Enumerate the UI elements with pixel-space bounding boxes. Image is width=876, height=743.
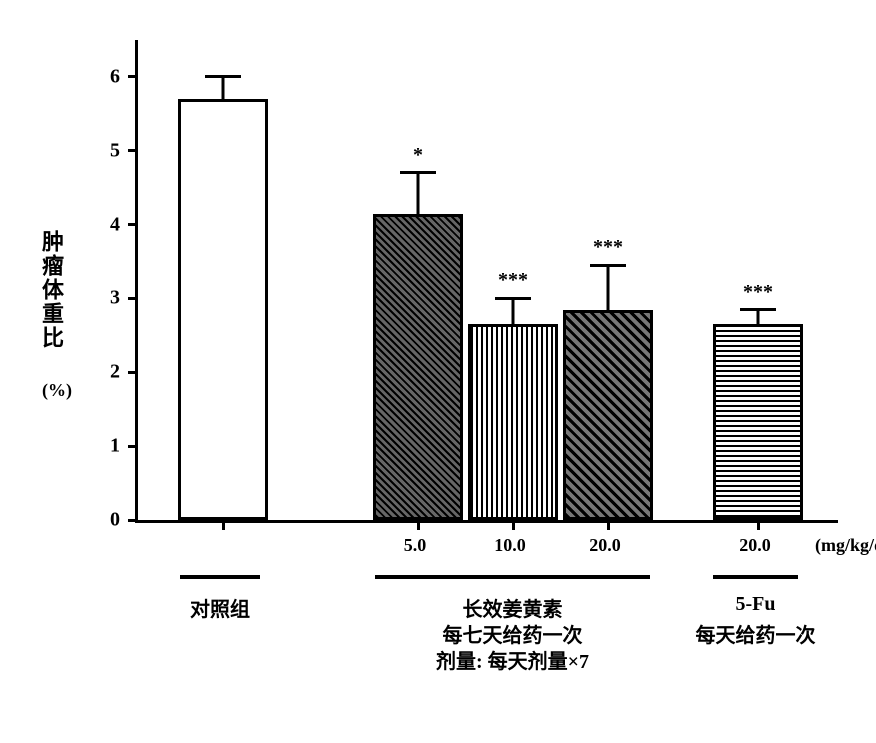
x-tick (607, 520, 610, 530)
bar (563, 310, 653, 520)
group-label: 5-Fu (736, 593, 776, 616)
x-axis-unit: (mg/kg/day) (815, 535, 876, 556)
bar (713, 324, 803, 520)
error-bar (757, 310, 760, 325)
error-bar (607, 265, 610, 309)
significance-label: *** (593, 236, 623, 259)
error-cap (740, 308, 776, 311)
error-bar (417, 173, 420, 214)
significance-label: * (413, 144, 423, 167)
significance-label: *** (743, 281, 773, 304)
error-cap (590, 264, 626, 267)
group-label: 每天给药一次 (696, 619, 816, 648)
dose-label: 20.0 (589, 535, 621, 556)
error-cap (495, 297, 531, 300)
y-tick-label: 5 (110, 139, 138, 162)
group-underline (713, 575, 798, 579)
group-label: 剂量: 每天剂量×7 (436, 645, 589, 674)
group-label: 长效姜黄素 (463, 593, 563, 622)
dose-label: 20.0 (739, 535, 771, 556)
x-tick (512, 520, 515, 530)
error-bar (222, 77, 225, 99)
y-tick-label: 3 (110, 287, 138, 310)
error-cap (205, 75, 241, 78)
group-label: 每七天给药一次 (443, 619, 583, 648)
y-tick-label: 6 (110, 65, 138, 88)
y-axis-label: 肿瘤体重比 (35, 230, 67, 350)
significance-label: *** (498, 269, 528, 292)
chart-container: 肿瘤体重比 (%) 0123456********** (mg/kg/day) … (0, 0, 876, 743)
y-tick-label: 1 (110, 435, 138, 458)
x-tick (417, 520, 420, 530)
dose-label: 10.0 (494, 535, 526, 556)
group-underline (375, 575, 650, 579)
y-axis-label-sub: (%) (42, 380, 72, 401)
x-tick (222, 520, 225, 530)
error-cap (400, 171, 436, 174)
plot-area: 0123456********** (135, 40, 838, 523)
bar (178, 99, 268, 520)
group-underline (180, 575, 260, 579)
y-tick-label: 2 (110, 361, 138, 384)
bar (373, 214, 463, 520)
error-bar (512, 298, 515, 324)
dose-label: 5.0 (404, 535, 427, 556)
group-label: 对照组 (190, 593, 250, 622)
y-tick-label: 4 (110, 213, 138, 236)
bar (468, 324, 558, 520)
y-tick-label: 0 (110, 509, 138, 532)
x-tick (757, 520, 760, 530)
